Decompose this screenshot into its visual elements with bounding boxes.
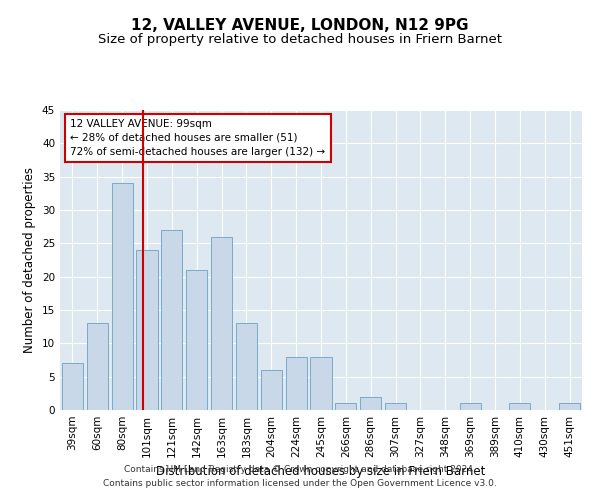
Bar [236, 324, 257, 410]
Bar [385, 404, 406, 410]
Bar [559, 404, 580, 410]
Bar [112, 184, 133, 410]
Bar [286, 356, 307, 410]
Y-axis label: Number of detached properties: Number of detached properties [23, 167, 37, 353]
X-axis label: Distribution of detached houses by size in Friern Barnet: Distribution of detached houses by size … [157, 466, 485, 478]
Bar [161, 230, 182, 410]
Bar [261, 370, 282, 410]
Bar [186, 270, 207, 410]
Bar [360, 396, 381, 410]
Bar [335, 404, 356, 410]
Text: Contains HM Land Registry data © Crown copyright and database right 2024.
Contai: Contains HM Land Registry data © Crown c… [103, 466, 497, 487]
Bar [509, 404, 530, 410]
Text: 12 VALLEY AVENUE: 99sqm
← 28% of detached houses are smaller (51)
72% of semi-de: 12 VALLEY AVENUE: 99sqm ← 28% of detache… [70, 119, 326, 157]
Text: Size of property relative to detached houses in Friern Barnet: Size of property relative to detached ho… [98, 32, 502, 46]
Bar [87, 324, 108, 410]
Bar [310, 356, 332, 410]
Bar [136, 250, 158, 410]
Text: 12, VALLEY AVENUE, LONDON, N12 9PG: 12, VALLEY AVENUE, LONDON, N12 9PG [131, 18, 469, 32]
Bar [62, 364, 83, 410]
Bar [211, 236, 232, 410]
Bar [460, 404, 481, 410]
